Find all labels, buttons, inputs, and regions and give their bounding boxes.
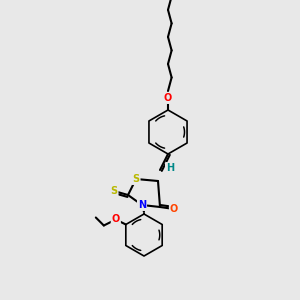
Text: O: O <box>164 93 172 103</box>
Text: O: O <box>170 204 178 214</box>
Text: H: H <box>166 163 174 173</box>
Text: S: S <box>132 174 140 184</box>
Text: S: S <box>110 186 118 196</box>
Text: N: N <box>138 200 146 210</box>
Text: O: O <box>112 214 120 224</box>
